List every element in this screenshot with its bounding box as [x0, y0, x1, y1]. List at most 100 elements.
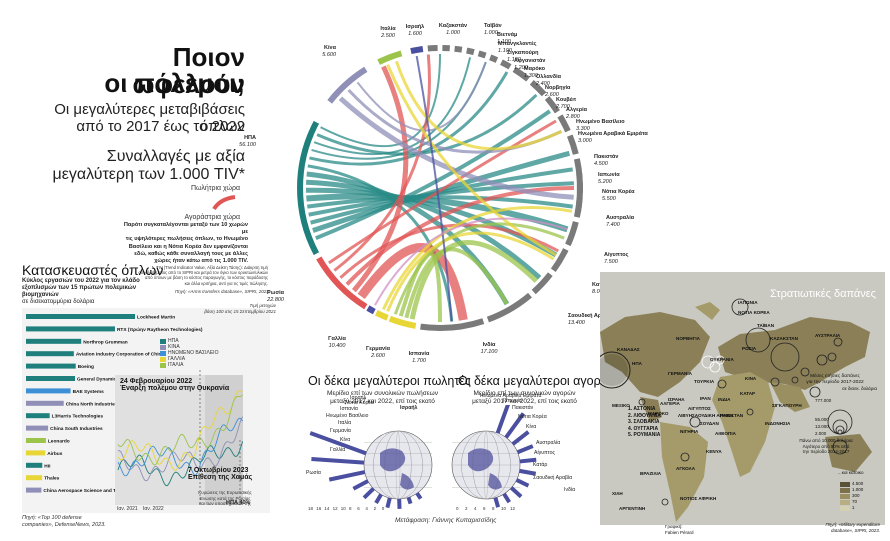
- arc-russia: [316, 256, 368, 310]
- chord-label-6: Βιετνάμ 1.100: [497, 32, 587, 45]
- manufacturers-unit: σε δισεκατομμύρια δολάρια: [22, 299, 95, 305]
- chord-country-value: 5.600: [322, 51, 336, 58]
- chord-country-name: Ρωσία: [267, 290, 284, 296]
- globe-meridian: [373, 430, 423, 500]
- chord-country-name: Νότια Κορέα: [602, 189, 635, 195]
- ribbon-france-1: [404, 247, 509, 319]
- title-line2: οι πόλεμοι;: [104, 68, 245, 98]
- arc-norway: [529, 80, 547, 97]
- ribbon-russia-1: [351, 65, 409, 293]
- map-legend-unit: σε δισεκ. δολάρια: [842, 386, 877, 391]
- chord-country-name: Γερμανία: [365, 346, 391, 352]
- stock-line-4: [117, 394, 243, 466]
- chord-label-23: Σαουδική Αραβία 13.400: [568, 313, 658, 326]
- legend-arc-icon: [212, 195, 236, 211]
- chord-label-9: Αφγανιστάν 1.200: [514, 58, 604, 71]
- arc-singapore: [477, 50, 487, 59]
- map-label-12: ΙΡΑΝ: [700, 396, 711, 401]
- ribbon-usa-12: [313, 57, 472, 156]
- chord-country-name: Καζακστάν: [438, 23, 468, 29]
- map-growth-note: Πάνω από 10.000 δολάρια Λιγότερο από 50%…: [799, 438, 853, 454]
- stock-line-2: [117, 417, 243, 477]
- chord-country-value: 1.000: [446, 29, 460, 36]
- map-label-5: ΤΑΪΒΑΝ: [757, 323, 775, 328]
- chord-country-value: 2.800: [566, 113, 580, 120]
- buyer-spoke-9: [493, 497, 501, 508]
- sellers-subtitle: Μερίδιο επί των συνολικών πωλήσεων μεταξ…: [327, 390, 438, 405]
- chord-country-value: 22.800: [267, 296, 284, 303]
- ribbon-usa-9: [307, 164, 454, 322]
- ribbon-usa-3: [308, 181, 574, 217]
- ribbon-china-0: [338, 96, 574, 200]
- chord-country-name: Νορβηγία: [545, 85, 571, 91]
- ribbon-germany-1: [382, 206, 573, 311]
- arc-israel: [410, 46, 424, 55]
- buyer-axis-tick: 8: [492, 506, 495, 511]
- chord-label-26: Γερμανία 2.600: [348, 346, 408, 359]
- chord-country-name: ΗΠΑ: [244, 135, 256, 141]
- map-label-28: ΜΑΡΟΚΟ: [648, 411, 669, 416]
- chord-label-16: Ηνωμένα Αραβικά Εμιράτα 3.000: [578, 131, 668, 144]
- chord-country-name: Αφγανιστάν: [514, 58, 546, 64]
- chord-country-name: Ηνωμένα Αραβικά Εμιράτα: [578, 131, 648, 137]
- chord-country-value: 1.600: [408, 30, 422, 37]
- sellers-title: Οι δέκα μεγαλύτεροι πωλητές: [308, 374, 471, 388]
- chord-label-5: Ταϊβάν 1.000: [484, 23, 574, 36]
- chord-label-12: Νορβηγία 2.600: [545, 85, 635, 98]
- map-label-1: ΡΩΣΙΑ: [742, 346, 757, 351]
- ribbon-usa-6: [305, 187, 558, 258]
- map-label-32: ΛΙΒΥΗ: [678, 413, 693, 418]
- bar-label-13: Thales: [44, 476, 60, 482]
- map-label-30: ΚΕΝΥΑ: [706, 449, 722, 454]
- map-label-9: ΑΥΣΤΡΑΛΙΑ: [815, 333, 841, 338]
- arc-japan: [576, 173, 583, 194]
- chord-country-name: Μπανγκλαντές: [498, 41, 537, 47]
- chord-label-25: Ισπανία 1.700: [389, 351, 449, 364]
- map-label-27: ΝΟΡΒΗΓΙΑ: [676, 336, 700, 341]
- annot-war: 24 Φεβρουαρίου 2022 Έναρξη πολέμου στην …: [120, 378, 230, 392]
- arc-australia: [565, 221, 579, 247]
- subtitle-line1: Οι μεγαλύτερες μεταβιβάσεις όπλων: [54, 101, 245, 135]
- buyer-spoke-6: [515, 478, 530, 488]
- chord-label-10: Μαρόκο 1.300: [524, 66, 614, 79]
- chord-label-8: Σιγκαπούρη 1.100: [507, 50, 597, 63]
- buyers-subtitle: Μερίδιο επί των συνολικών αγορών μεταξύ …: [472, 390, 577, 405]
- chord-country-value: 8.000: [592, 288, 606, 295]
- bar-label-0: Lockheed Martin: [137, 315, 175, 321]
- seller-label-1: Ρωσία: [306, 470, 321, 476]
- chord-country-name: Σαουδική Αραβία: [568, 313, 613, 319]
- legend-uk: ΗΝΩΜΕΝΟ ΒΑΣΙΛΕΙΟ: [160, 350, 218, 356]
- seller-spoke-9: [415, 492, 423, 500]
- chord-country-value: 2.600: [371, 352, 385, 359]
- chord-label-0: ΗΠΑ 56.100: [196, 135, 256, 148]
- bar-10: [26, 438, 46, 443]
- globe-land: [468, 448, 494, 472]
- world-map: [600, 298, 872, 522]
- map-legend2-title: ...και κάτοικο: [838, 470, 864, 475]
- chord-country-name: Ιαπωνία: [598, 172, 620, 178]
- chord-country-value: 1.100: [497, 38, 511, 45]
- map-label-22: ΝΟΤΙΟΣ ΑΦΡΙΚΗ: [680, 496, 717, 501]
- buyer-spoke-5: [519, 468, 537, 476]
- seller-label-9: Ισραήλ: [350, 395, 367, 401]
- chord-country-name: Κουβέιτ: [556, 97, 577, 103]
- arc-italy: [377, 50, 403, 65]
- map-source: Πηγή: «Military expenditure database», S…: [825, 522, 880, 533]
- buyer-axis-tick: 10: [501, 506, 507, 511]
- map-label-11: ΝΙΓΗΡΙΑ: [680, 429, 699, 434]
- chord-country-value: 1.100: [498, 47, 512, 54]
- seller-spoke-3: [352, 479, 369, 491]
- chord-label-28: Ρωσία 22.800: [224, 290, 284, 303]
- buyer-label-2: Κατάρ: [533, 462, 548, 468]
- chord-country-value: 2.700: [556, 103, 570, 110]
- ribbon-israel-0: [415, 55, 453, 322]
- bar-6: [26, 388, 71, 394]
- chord-country-name: Αλγερία: [566, 107, 588, 113]
- map-ranking: 1. ΑΣΤΟΝΙΑ 2. ΛΙΘΟΥΑΝΙΑ 3. ΣΛΟΒΑΚΙΑ 4. Ο…: [628, 406, 661, 438]
- chord-country-name: Βιετνάμ: [497, 32, 518, 38]
- map-label-14: ΚΑΝΑΔΑΣ: [617, 347, 640, 352]
- globe-land: [488, 473, 502, 490]
- tiv-footnote: 1. TIV (Trend Indicator Value, Αξία Δείκ…: [138, 265, 268, 286]
- seller-spoke-5: [374, 493, 383, 505]
